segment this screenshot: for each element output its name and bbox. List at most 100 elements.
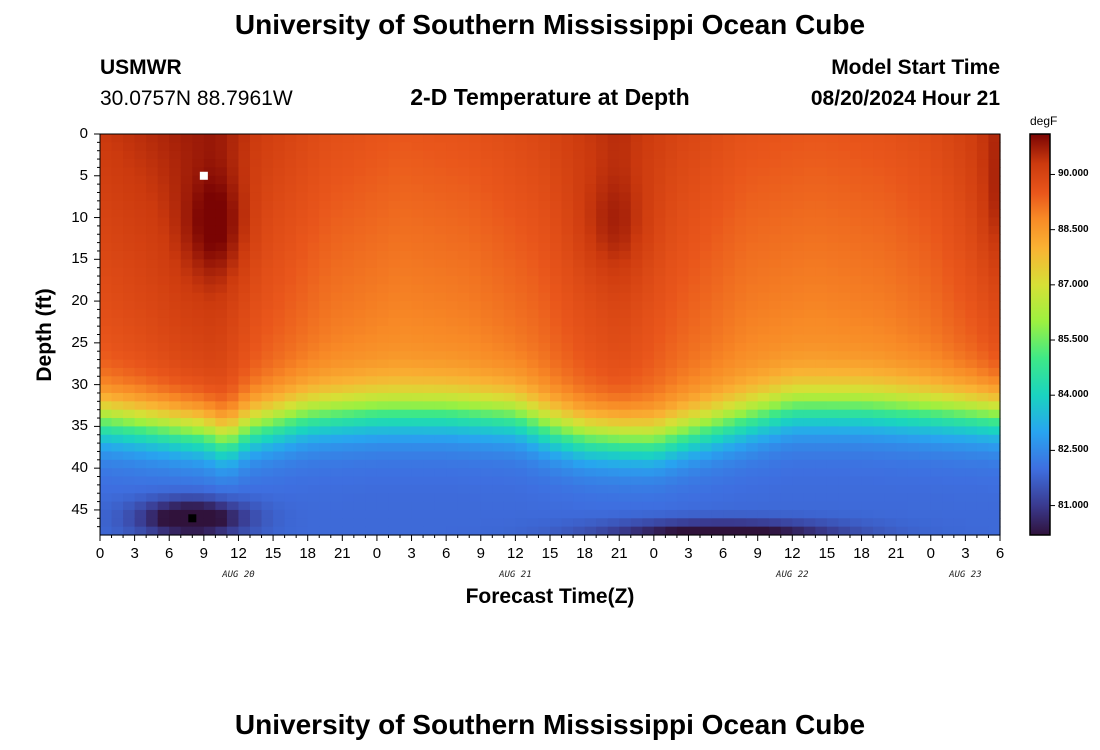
heatmap-cell (192, 509, 205, 519)
heatmap-cell (134, 509, 147, 519)
heatmap-cell (838, 459, 851, 469)
heatmap-cell (746, 384, 759, 394)
heatmap-cell (376, 351, 390, 361)
heatmap-cell (757, 409, 770, 419)
heatmap-cell (953, 426, 966, 436)
heatmap-cell (146, 384, 159, 394)
heatmap-cell (676, 225, 690, 235)
heatmap-cell (526, 175, 540, 185)
heatmap-cell (457, 267, 470, 277)
heatmap-cell (203, 242, 216, 252)
heatmap-cell (538, 209, 551, 219)
heatmap-cell (319, 418, 332, 427)
heatmap-cell (261, 484, 274, 494)
heatmap-cell (642, 175, 655, 185)
heatmap-cell (584, 309, 597, 319)
heatmap-cell (250, 459, 263, 469)
heatmap-cell (861, 142, 874, 152)
heatmap-cell (850, 167, 863, 177)
heatmap-cell (561, 359, 574, 369)
heatmap-cell (896, 259, 909, 269)
heatmap-cell (607, 493, 620, 503)
heatmap-cell (815, 468, 828, 478)
heatmap-cell (203, 384, 216, 394)
heatmap-cell (873, 326, 886, 336)
heatmap-cell (619, 367, 632, 377)
heatmap-cell (157, 159, 170, 169)
heatmap-cell (434, 292, 447, 302)
heatmap-cell (169, 234, 182, 244)
heatmap-cell (850, 359, 863, 369)
heatmap-cell (180, 443, 193, 453)
heatmap-cell (665, 518, 678, 528)
heatmap-cell (480, 484, 493, 494)
heatmap-cell (850, 367, 863, 377)
heatmap-cell (907, 418, 920, 427)
heatmap-cell (884, 526, 897, 536)
heatmap-cell (561, 476, 574, 486)
heatmap-cell (400, 518, 413, 528)
heatmap-cell (757, 259, 770, 269)
heatmap-cell (111, 184, 124, 194)
heatmap-cell (688, 134, 701, 143)
heatmap-cell (976, 142, 990, 152)
heatmap-cell (850, 159, 863, 169)
heatmap-cell (815, 426, 828, 436)
heatmap-cell (434, 225, 447, 235)
heatmap-cell (573, 242, 586, 252)
heatmap-cell (480, 451, 493, 461)
heatmap-cell (503, 292, 516, 302)
heatmap-cell (896, 209, 909, 219)
heatmap-cell (480, 142, 493, 152)
heatmap-cell (538, 276, 551, 285)
heatmap-cell (884, 267, 897, 277)
heatmap-cell (284, 276, 297, 285)
heatmap-cell (146, 234, 159, 244)
heatmap-cell (930, 150, 943, 160)
heatmap-cell (100, 267, 113, 277)
heatmap-cell (965, 242, 978, 252)
heatmap-cell (203, 359, 216, 369)
heatmap-cell (826, 317, 840, 327)
heatmap-cell (146, 134, 159, 143)
heatmap-cell (307, 301, 320, 311)
heatmap-cell (676, 259, 690, 269)
heatmap-cell (769, 376, 782, 386)
heatmap-cell (307, 309, 320, 319)
heatmap-cell (642, 493, 655, 503)
heatmap-cell (734, 234, 747, 244)
heatmap-cell (873, 376, 886, 386)
heatmap-cell (561, 392, 574, 402)
heatmap-cell (123, 376, 136, 386)
heatmap-cell (169, 518, 182, 528)
heatmap-cell (584, 134, 597, 143)
heatmap-cell (134, 200, 147, 210)
heatmap-cell (307, 351, 320, 361)
heatmap-cell (803, 259, 816, 269)
heatmap-cell (134, 484, 147, 494)
heatmap-cell (826, 493, 840, 503)
heatmap-cell (942, 334, 955, 344)
heatmap-cell (734, 426, 747, 436)
heatmap-cell (215, 142, 228, 152)
heatmap-cell (400, 292, 413, 302)
heatmap-cell (734, 250, 747, 260)
heatmap-cell (607, 351, 620, 361)
heatmap-cell (388, 159, 401, 169)
heatmap-cell (653, 234, 666, 244)
heatmap-cell (365, 526, 378, 536)
heatmap-cell (896, 342, 909, 352)
heatmap-cell (688, 159, 701, 169)
heatmap-cell (976, 326, 990, 336)
heatmap-cell (307, 443, 320, 453)
heatmap-cell (446, 317, 459, 327)
heatmap-cell (838, 526, 851, 536)
heatmap-cell (238, 317, 251, 327)
heatmap-cell (203, 409, 216, 419)
heatmap-cell (307, 392, 320, 402)
heatmap-cell (238, 159, 251, 169)
x-tick-label: 0 (926, 545, 935, 562)
heatmap-cell (296, 376, 309, 386)
heatmap-cell (965, 309, 978, 319)
heatmap-cell (792, 225, 805, 235)
